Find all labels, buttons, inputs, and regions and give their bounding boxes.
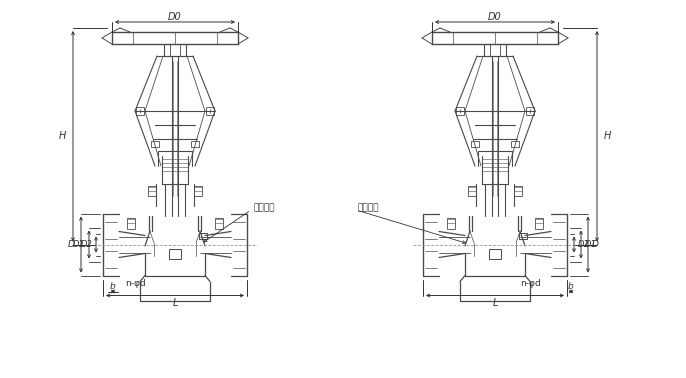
Text: D: D xyxy=(68,240,75,249)
Bar xyxy=(151,141,159,147)
Bar xyxy=(206,107,214,115)
Text: D0: D0 xyxy=(488,12,502,22)
Text: H: H xyxy=(604,131,611,141)
Bar xyxy=(191,141,199,147)
Bar xyxy=(199,233,207,239)
Text: L: L xyxy=(172,297,178,307)
Bar xyxy=(169,249,181,259)
Text: b: b xyxy=(568,282,574,291)
Bar xyxy=(136,107,144,115)
Text: D1: D1 xyxy=(585,240,597,249)
Bar xyxy=(148,186,156,196)
Text: D0: D0 xyxy=(168,12,182,22)
Bar xyxy=(519,233,527,239)
Text: D2: D2 xyxy=(578,240,590,249)
Text: 接地螺钉: 接地螺钉 xyxy=(253,203,274,212)
Bar xyxy=(511,141,519,147)
Bar xyxy=(471,141,479,147)
Bar xyxy=(194,186,202,196)
Text: n-φd: n-φd xyxy=(125,279,145,288)
Bar xyxy=(456,107,464,115)
Bar xyxy=(535,218,543,229)
Bar xyxy=(526,107,534,115)
Bar xyxy=(127,218,135,229)
Text: D1: D1 xyxy=(73,240,85,249)
Bar xyxy=(514,186,522,196)
Bar xyxy=(489,249,501,259)
Text: L: L xyxy=(493,297,497,307)
Text: 接地螺钉: 接地螺钉 xyxy=(358,203,379,212)
Text: D: D xyxy=(592,240,599,249)
Text: n-φd: n-φd xyxy=(520,279,541,288)
Bar xyxy=(447,218,455,229)
Text: H: H xyxy=(58,131,66,141)
Bar xyxy=(468,186,476,196)
Text: D2: D2 xyxy=(81,240,93,249)
Text: b: b xyxy=(110,282,116,291)
Bar xyxy=(215,218,223,229)
